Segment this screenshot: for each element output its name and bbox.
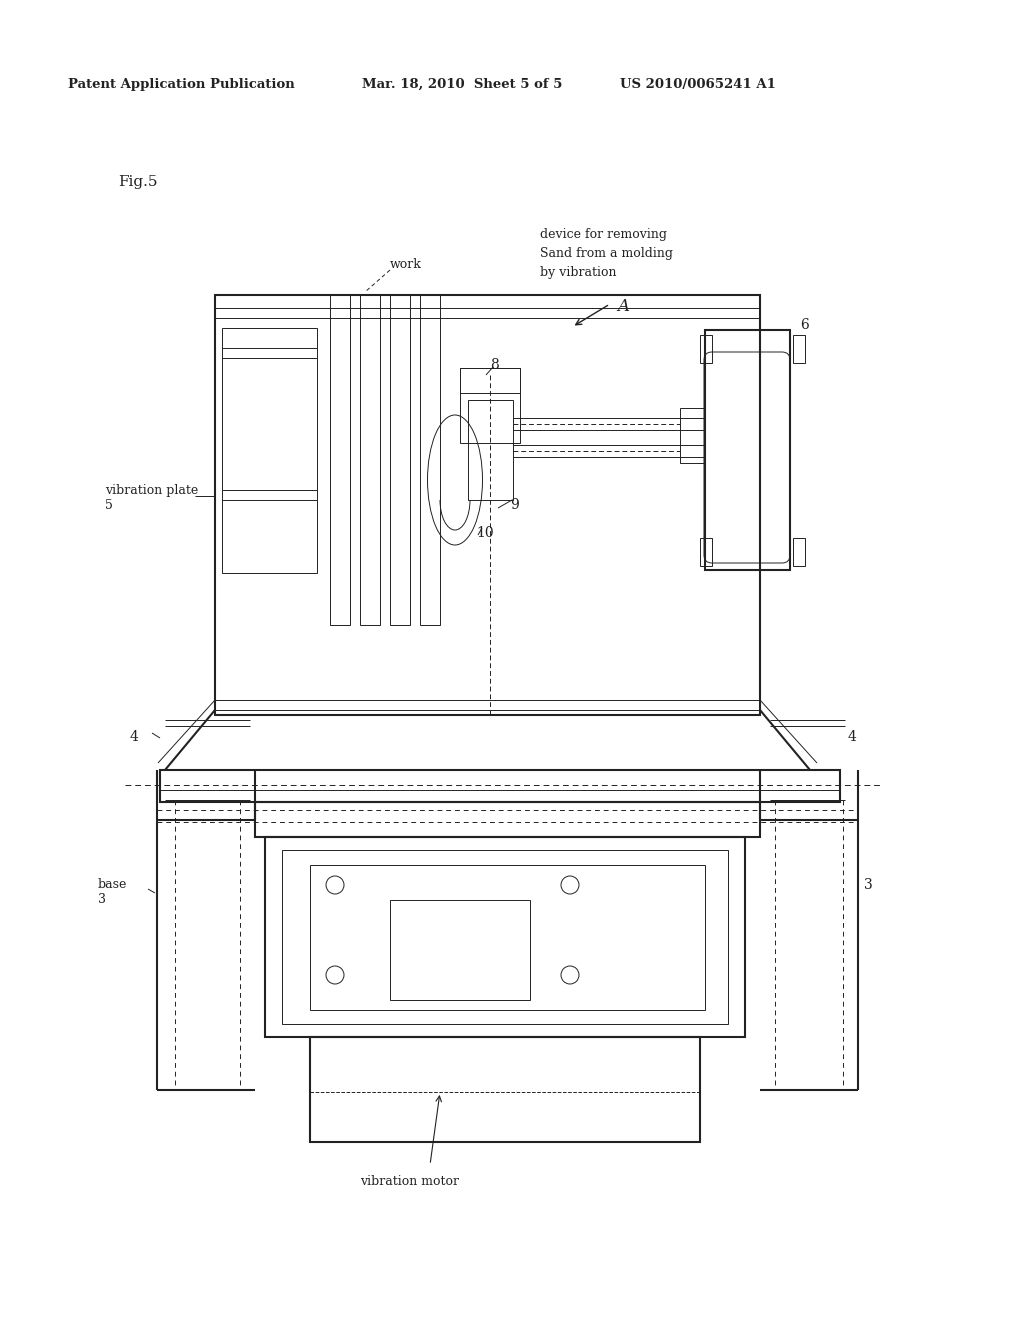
Bar [793,539,805,566]
Text: 8: 8 [490,358,499,372]
Bar [468,400,513,500]
Text: 3: 3 [864,878,872,892]
Bar [390,294,410,624]
Text: 4: 4 [848,730,857,744]
Text: vibration motor: vibration motor [360,1175,459,1188]
Bar [460,368,520,393]
Bar [160,770,840,803]
Bar [700,335,712,363]
Bar [793,335,805,363]
Bar [255,803,760,837]
Text: Patent Application Publication: Patent Application Publication [68,78,295,91]
Bar [215,294,760,715]
Text: Fig.5: Fig.5 [118,176,158,189]
Bar [360,294,380,624]
Bar [310,1038,700,1142]
Bar [700,539,712,566]
Bar [282,850,728,1024]
Text: work: work [390,257,422,271]
Bar [705,330,790,570]
Bar [265,837,745,1038]
Bar [310,865,705,1010]
Text: device for removing
Sand from a molding
by vibration: device for removing Sand from a molding … [540,228,673,279]
Text: Mar. 18, 2010  Sheet 5 of 5: Mar. 18, 2010 Sheet 5 of 5 [362,78,562,91]
Text: A: A [617,298,629,315]
Text: 4: 4 [130,730,139,744]
Bar [330,294,350,624]
Text: base
3: base 3 [98,878,127,906]
Text: 6: 6 [800,318,809,333]
Bar [310,1038,700,1092]
Text: 9: 9 [510,498,519,512]
Bar [420,294,440,624]
Text: vibration plate
5: vibration plate 5 [105,484,199,512]
Bar [680,408,705,463]
Text: 10: 10 [476,525,494,540]
Text: US 2010/0065241 A1: US 2010/0065241 A1 [620,78,776,91]
Bar [222,327,317,573]
Bar [460,368,520,444]
Bar [390,900,530,1001]
